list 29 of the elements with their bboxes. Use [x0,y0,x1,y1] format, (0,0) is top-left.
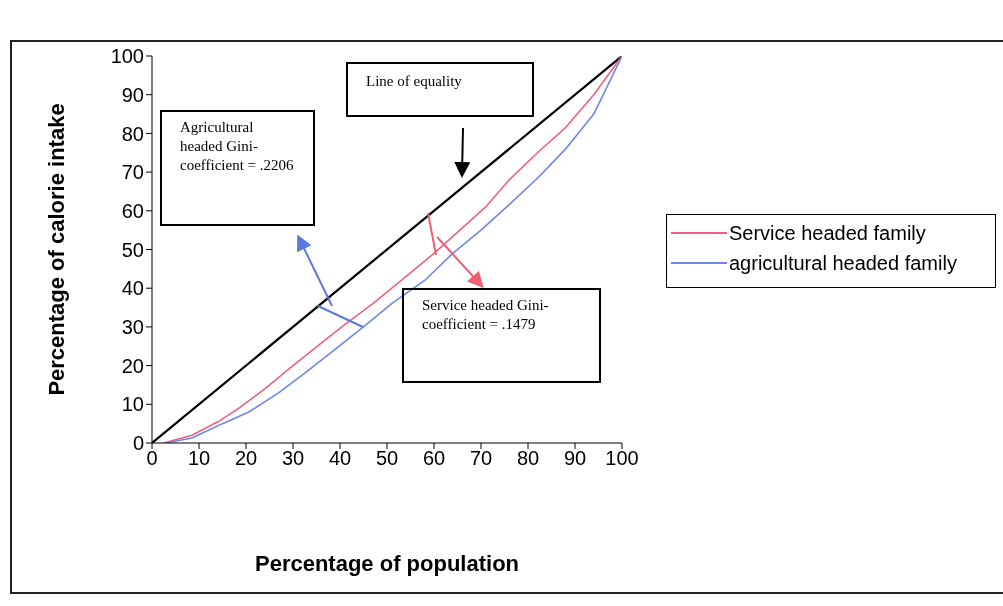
y-tick-label: 20 [121,354,144,377]
x-tick-label: 100 [605,447,639,470]
y-tick-label: 10 [121,393,144,416]
y-tick-label: 90 [121,83,144,106]
x-tick-label: 0 [146,447,158,470]
x-tick-label: 20 [234,447,258,470]
x-tick-label: 70 [469,447,493,470]
x-tick-label: 30 [281,447,305,470]
legend-label: agricultural headed family [729,251,957,275]
y-axis-title: Percentage of calorie intake [43,103,69,396]
x-axis-title: Percentage of population [254,551,520,576]
annotation: Agricultural headed Gini-coefficient = .2206 [180,118,295,175]
annotation: Line of equality [366,72,463,91]
legend-label: Service headed family [729,221,926,245]
y-tick-label: 80 [121,122,144,145]
x-tick-label: 80 [516,447,540,470]
x-tick-label: 90 [563,447,587,470]
y-tick-label: 50 [121,238,144,261]
y-tick-label: 100 [110,45,144,68]
x-tick-label: 40 [328,447,352,470]
y-tick-label: 0 [132,432,144,455]
x-tick-label: 10 [187,447,211,470]
y-tick-label: 40 [121,277,144,300]
y-tick-label: 60 [121,199,144,222]
annotation: Service headed Gini-coefficient = .1479 [422,296,550,334]
x-tick-label: 50 [375,447,399,470]
y-tick-label: 70 [121,161,144,184]
y-tick-label: 30 [121,316,144,338]
x-tick-label: 60 [422,447,446,470]
